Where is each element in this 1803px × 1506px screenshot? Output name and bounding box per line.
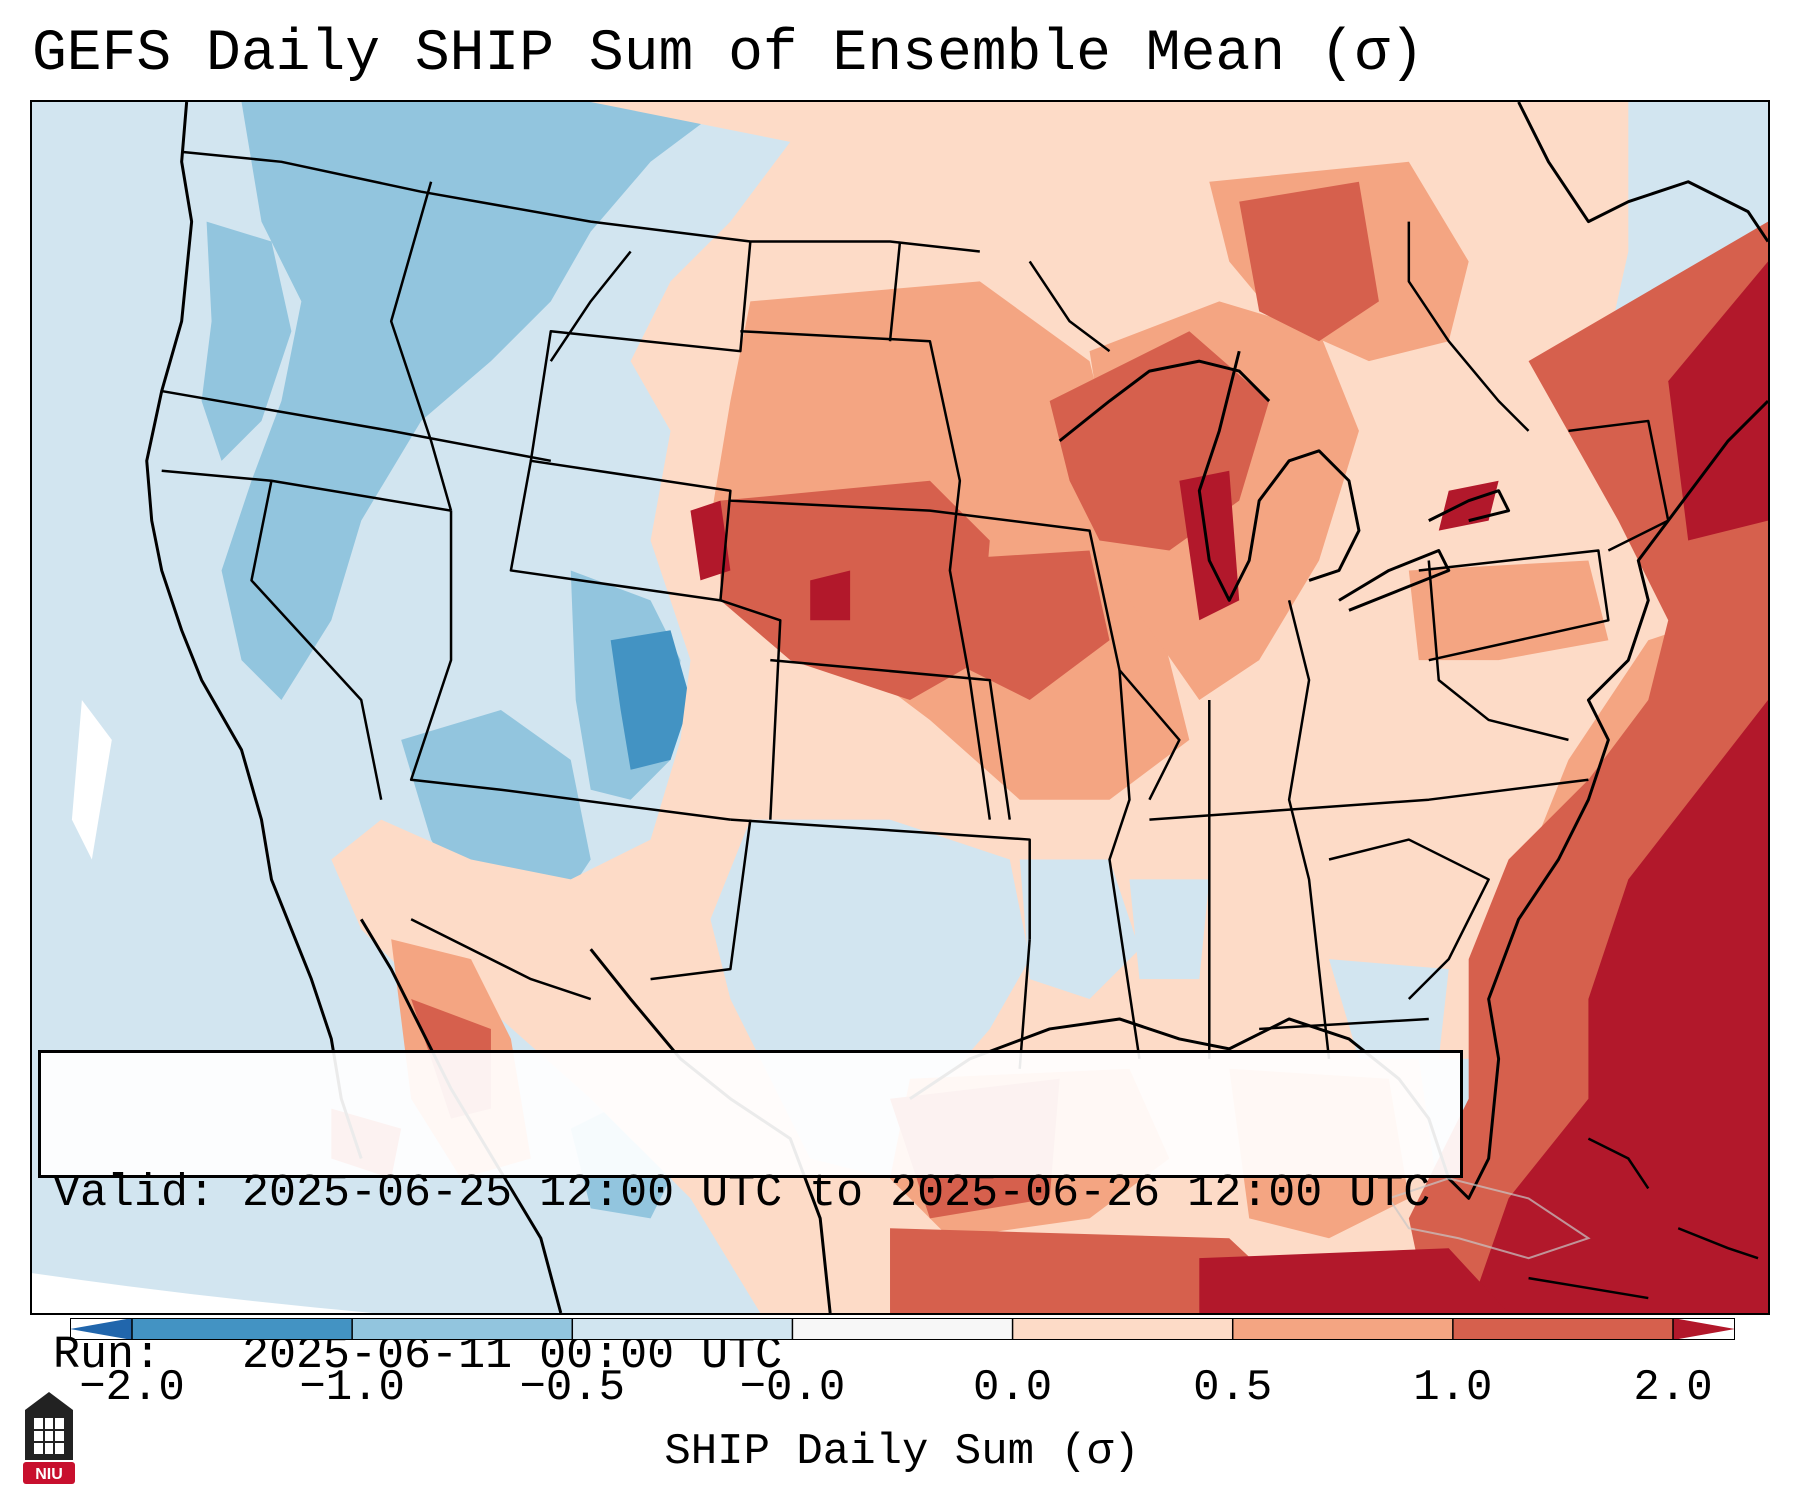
logo-text: NIU: [35, 1466, 63, 1483]
colorbar-bin-1: [352, 1318, 573, 1340]
field-blue-ga: [1329, 959, 1449, 1059]
colorbar-under-extend: [70, 1318, 132, 1340]
fl-border: [1259, 1017, 1429, 1031]
in-ky-al-border: [1287, 600, 1331, 1059]
colorbar-over-extend: [1673, 1318, 1735, 1340]
ks-border: [770, 658, 1011, 820]
field-red-dakotas: [720, 480, 990, 701]
st-lawrence-coast: [1517, 102, 1768, 243]
az-mexico-border: [410, 918, 592, 1001]
field-red-ontario: [1239, 181, 1379, 342]
field-red-iowa: [929, 550, 1110, 701]
lake-superior: [1058, 359, 1271, 443]
logo-badge: [23, 1462, 75, 1484]
island-outlines: [1528, 1137, 1759, 1300]
colorbar-bin-0: [132, 1318, 353, 1340]
wyoming: [509, 459, 732, 602]
field-blue-nw: [221, 102, 731, 701]
field-orange-pa: [1408, 560, 1609, 661]
us-canada-border-w: [181, 150, 980, 253]
cuba-outline: [1387, 1177, 1591, 1260]
sc-ga-border: [1328, 838, 1490, 1000]
colorbar-tick-label: −1.0: [299, 1363, 405, 1413]
valid-time-text: Valid: 2025-06-25 12:00 UTC to 2025-06-2…: [53, 1168, 1431, 1219]
colorbar-tick-label: 0.5: [1193, 1363, 1273, 1413]
id-mt-border: [549, 250, 632, 362]
colorbar-tick-label: 0.0: [972, 1363, 1053, 1413]
lake-ontario: [1428, 489, 1511, 523]
colorbar-segments: [70, 1318, 1735, 1340]
field-blue-dark-co: [610, 630, 691, 770]
colorbar-tick-label: −0.5: [519, 1363, 626, 1413]
lake-erie: [1338, 549, 1451, 612]
ok-border: [730, 818, 1031, 940]
field-darkred-atlantic: [1468, 700, 1768, 1313]
ca-nv-border: [250, 480, 383, 800]
field-darkred-caribbean: [1199, 1248, 1509, 1313]
tx-la-border: [1018, 939, 1031, 1069]
colorbar: [70, 1318, 1735, 1340]
chart-title: GEFS Daily SHIP Sum of Ensemble Mean (σ): [32, 22, 1425, 87]
dakotas-mn-border: [740, 329, 992, 820]
niu-logo: NIU: [23, 1392, 75, 1484]
colorbar-tick-label: −0.0: [739, 1363, 846, 1413]
or-id-border: [161, 389, 552, 463]
valid-run-info-box: Valid: 2025-06-25 12:00 UTC to 2025-06-2…: [38, 1050, 1463, 1381]
oh-pa-wv-border: [1427, 560, 1569, 742]
coastlines: [145, 102, 1768, 1313]
mn-ontario-border: [1028, 260, 1111, 353]
pacific-coast: [145, 102, 363, 1159]
pennsylvania: [1418, 549, 1610, 662]
wa-id-border: [389, 181, 453, 511]
mo-ar-ms-border: [1108, 670, 1141, 1060]
colorbar-bin-6: [1452, 1318, 1674, 1340]
ny-new-england: [1568, 419, 1670, 552]
tn-nc-border: [1149, 778, 1589, 821]
colorbar-outline: [70, 1318, 1735, 1340]
field-darkred-lake-michigan: [1179, 470, 1240, 621]
field-white-pacific: [71, 700, 112, 860]
lake-michigan-huron: [1197, 350, 1361, 602]
colorbar-tick-label: −2.0: [79, 1363, 185, 1413]
colorbar-tick-label: 1.0: [1413, 1363, 1493, 1413]
gulf-atlantic-coast: [909, 399, 1768, 1200]
colorbar-bin-2: [572, 1318, 793, 1340]
co-border: [720, 599, 782, 820]
state-borders: [161, 150, 1670, 1069]
colorbar-bin-3: [792, 1318, 1014, 1340]
colorbar-bin-5: [1232, 1318, 1454, 1340]
nm-border: [650, 819, 752, 981]
field-blue-ar: [1019, 859, 1140, 1000]
ne-ia-border: [730, 499, 1181, 801]
logo-window-grid: [34, 1418, 64, 1454]
nd-mn-north: [888, 241, 902, 342]
field-darkred-maine: [1668, 261, 1768, 541]
nv-ut-az-border: [409, 510, 731, 821]
field-darkred-nebraska: [810, 570, 851, 621]
colorbar-bin-4: [1012, 1318, 1234, 1340]
field-darkred-wyoming: [690, 500, 731, 581]
colorbar-label: SHIP Daily Sum (σ): [664, 1427, 1140, 1477]
ontario-quebec-border: [1407, 221, 1530, 432]
mt-wy-border: [529, 241, 752, 462]
field-blue-ms: [1129, 879, 1210, 980]
colorbar-tick-label: 2.0: [1633, 1363, 1713, 1413]
logo-window-frame: [34, 1418, 64, 1454]
